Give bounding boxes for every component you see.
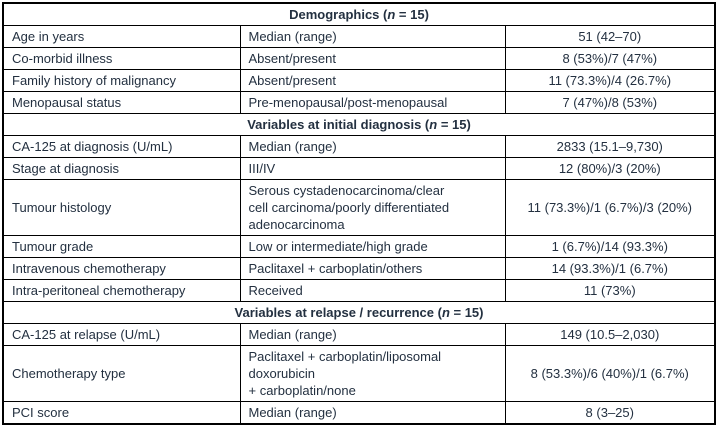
table-row: Chemotherapy type Paclitaxel + carboplati… [2,345,716,402]
variable-label-cell: Age in years [2,25,241,48]
value-cell: 11 (73.3%)/4 (26.7%) [504,69,716,92]
table-row: Intravenous chemotherapy Paclitaxel + car… [2,257,716,280]
variable-label-cell: Tumour histology [2,179,241,236]
value-cell: 1 (6.7%)/14 (93.3%) [504,235,716,258]
variable-label-cell: Co-morbid illness [2,47,241,70]
variable-label-cell: Family history of malignancy [2,69,241,92]
sample-size-n: n [429,117,438,132]
value-cell: 7 (47%)/8 (53%) [504,91,716,114]
section-header-cell: Demographics (n = 15) [2,2,716,26]
section-header-cell: Variables at relapse / recurrence (n = 1… [2,301,716,324]
value-cell: 8 (53.3%)/6 (40%)/1 (6.7%) [504,345,716,402]
value-cell: 2833 (15.1–9,730) [504,135,716,158]
description-cell: Median (range) [239,135,506,158]
sample-size-n: n [441,305,450,320]
value-cell: 14 (93.3%)/1 (6.7%) [504,257,716,280]
table-row: CA-125 at relapse (U/mL) Median (range) 14… [2,323,716,346]
sample-size-n: n [387,7,396,22]
variable-label-cell: CA-125 at diagnosis (U/mL) [2,135,241,158]
table-row: CA-125 at diagnosis (U/mL) Median (range)… [2,135,716,158]
description-cell: Low or intermediate/high grade [239,235,506,258]
variable-label-cell: Stage at diagnosis [2,157,241,180]
description-cell: Paclitaxel + carboplatin/liposomal doxor… [239,345,506,402]
variable-label-cell: Tumour grade [2,235,241,258]
variable-label-cell: Intravenous chemotherapy [2,257,241,280]
variable-label-cell: Chemotherapy type [2,345,241,402]
value-cell: 149 (10.5–2,030) [504,323,716,346]
section-header-text: Variables at relapse / recurrence ( [234,305,442,320]
value-cell: 11 (73%) [504,279,716,302]
table-row: Tumour histology Serous cystadenocarcinom… [2,179,716,236]
section-header-cell: Variables at initial diagnosis (n = 15) [2,113,716,136]
variable-label-cell: Menopausal status [2,91,241,114]
value-cell: 11 (73.3%)/1 (6.7%)/3 (20%) [504,179,716,236]
table-row: Intra-peritoneal chemotherapy Received 11 … [2,279,716,302]
description-cell: Absent/present [239,69,506,92]
description-cell: Absent/present [239,47,506,70]
section-header-row: Demographics (n = 15) [2,2,716,26]
description-cell: Median (range) [239,323,506,346]
section-header-text: Variables at initial diagnosis ( [247,117,430,132]
section-header-text: = 15) [395,7,429,22]
section-header-text: = 15) [449,305,484,320]
table-row: Co-morbid illness Absent/present 8 (53%)/7… [2,47,716,70]
table-row: Stage at diagnosis III/IV 12 (80%)/3 (20%) [2,157,716,180]
description-cell: Paclitaxel + carboplatin/others [239,257,506,280]
value-cell: 51 (42–70) [504,25,716,48]
table-row: Menopausal status Pre-menopausal/post-men… [2,91,716,114]
description-cell: Pre-menopausal/post-menopausal [239,91,506,114]
variable-label-cell: Intra-peritoneal chemotherapy [2,279,241,302]
value-cell: 8 (53%)/7 (47%) [504,47,716,70]
description-cell: III/IV [239,157,506,180]
table-row: Family history of malignancy Absent/prese… [2,69,716,92]
section-header-text: = 15) [437,117,471,132]
description-cell: Median (range) [239,25,506,48]
table-row: Tumour grade Low or intermediate/high gra… [2,235,716,258]
section-header-row: Variables at initial diagnosis (n = 15) [2,113,716,136]
description-cell: Serous cystadenocarcinoma/clear cell car… [239,179,506,236]
table-row: Age in years Median (range) 51 (42–70) [2,25,716,48]
section-header-row: Variables at relapse / recurrence (n = 1… [2,301,716,324]
description-cell: Received [239,279,506,302]
variable-label-cell: CA-125 at relapse (U/mL) [2,323,241,346]
value-cell: 12 (80%)/3 (20%) [504,157,716,180]
section-header-text: Demographics ( [289,7,388,22]
